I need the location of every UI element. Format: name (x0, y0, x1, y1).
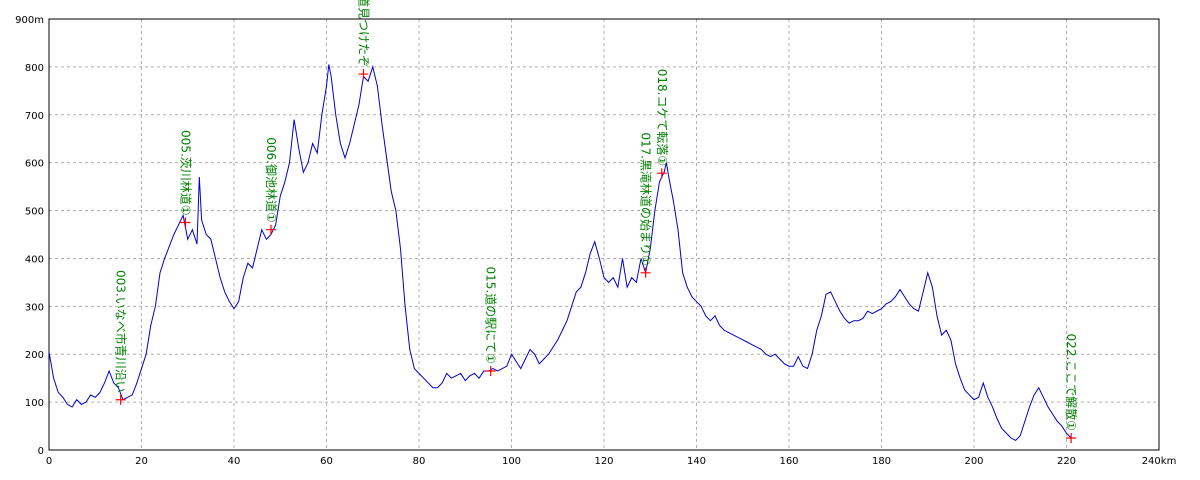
annotation: 018.コケて転落① (655, 69, 669, 166)
x-tick-label: 200 (964, 456, 983, 467)
marker (115, 394, 126, 405)
annotation: 022.ここで解散① (1064, 334, 1079, 431)
marker (640, 267, 651, 278)
annotation: 006.御池林道① (264, 137, 279, 222)
y-tick-label: 300 (25, 302, 44, 313)
x-tick-label: 120 (594, 456, 613, 467)
y-tick-label: 900m (15, 15, 44, 26)
annotation: 015.道の駅にて① (484, 266, 498, 363)
marker (266, 224, 276, 235)
marker (656, 168, 667, 179)
x-tick-label: 140 (687, 456, 706, 467)
marker (1066, 433, 1077, 444)
x-tick-label: 180 (872, 456, 891, 467)
y-tick-label: 100 (25, 398, 44, 409)
annotation: 003.いなべ市青川沿い (114, 270, 129, 393)
annotation: 017.黒滝林道の始まり① (639, 132, 653, 265)
x-tick-label: 0 (46, 456, 52, 467)
x-tick-label: 160 (779, 456, 798, 467)
elevation-line (48, 64, 1072, 442)
plot-frame (48, 18, 1160, 451)
y-tick-label: 200 (25, 350, 44, 361)
x-tick-label: 220 (1057, 456, 1076, 467)
y-tick-label: 800 (25, 63, 44, 74)
x-tick-label: 100 (502, 456, 521, 467)
annotation: 012.林道見つけたぞ (357, 0, 371, 67)
x-tick-label: 20 (135, 456, 148, 467)
x-tick-label: 240km (1142, 456, 1177, 467)
y-tick-label: 500 (25, 207, 44, 218)
annotation: 005.茨川林道① (178, 130, 192, 215)
y-tick-label: 700 (25, 111, 44, 122)
x-tick-label: 60 (320, 456, 333, 467)
x-tick-label: 40 (228, 456, 241, 467)
marker (358, 69, 369, 80)
marker (485, 365, 496, 376)
y-tick-label: 600 (25, 159, 44, 170)
y-tick-label: 400 (25, 254, 44, 265)
y-tick-label: 0 (38, 446, 44, 457)
marker (180, 217, 191, 228)
x-tick-label: 80 (413, 456, 426, 467)
